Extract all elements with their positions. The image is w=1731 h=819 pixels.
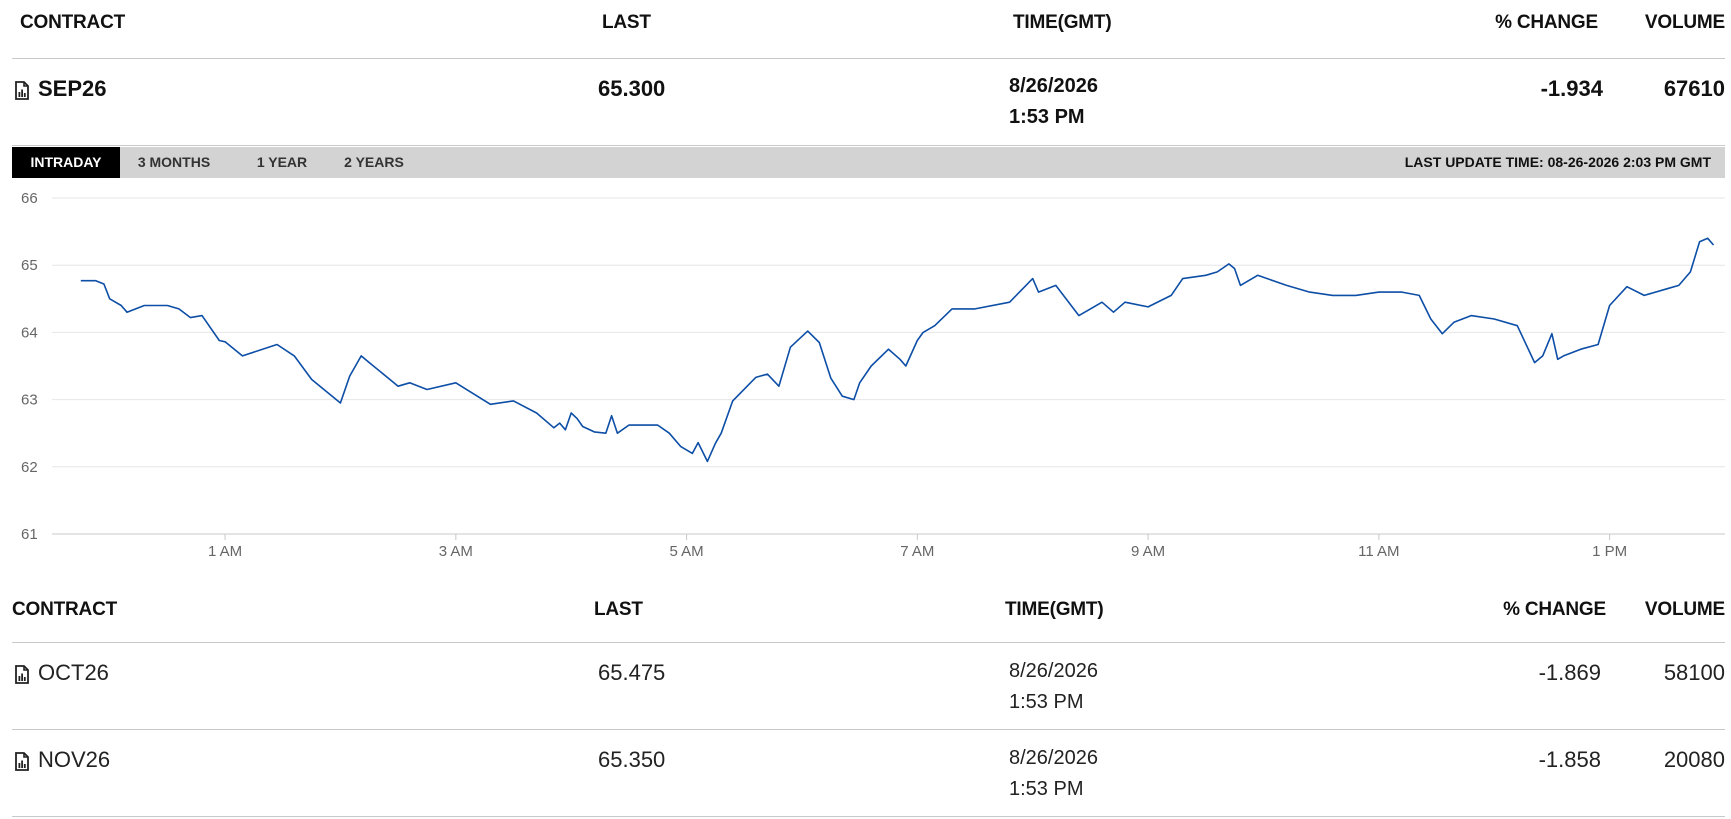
table-header-change: % CHANGE bbox=[1503, 599, 1606, 620]
main-contract-change: -1.934 bbox=[1540, 76, 1603, 101]
intraday-price-chart[interactable]: 61 62 63 64 65 66 1 AM 3 AM 5 AM 7 AM 9 AM 11 AM 1 P… bbox=[0, 178, 1731, 563]
tab-1-year[interactable]: 1 YEAR bbox=[256, 154, 308, 170]
document-chart-icon[interactable] bbox=[14, 752, 30, 771]
x-tick-label: 7 AM bbox=[900, 543, 934, 560]
row-time: 1:53 PM bbox=[1009, 778, 1084, 800]
main-contract-time: 1:53 PM bbox=[1009, 106, 1085, 128]
main-row-divider bbox=[12, 145, 1725, 146]
row-last: 65.350 bbox=[598, 747, 666, 772]
row-divider bbox=[12, 816, 1725, 817]
table-header-volume: VOLUME bbox=[1644, 599, 1725, 620]
price-series-line[interactable] bbox=[80, 237, 1715, 463]
x-tick-label: 1 PM bbox=[1592, 543, 1627, 560]
row-timestamp: 8/26/2026 1:53 PM bbox=[1009, 656, 1098, 718]
x-tick-label: 11 AM bbox=[1358, 543, 1399, 560]
document-chart-icon[interactable] bbox=[14, 81, 30, 100]
col-header-contract: CONTRACT bbox=[20, 12, 125, 33]
row-volume: 58100 bbox=[1663, 660, 1725, 685]
row-change: -1.858 bbox=[1538, 747, 1601, 772]
y-tick-label: 65 bbox=[21, 257, 38, 274]
row-date: 8/26/2026 bbox=[1009, 660, 1098, 682]
y-tick-label: 66 bbox=[21, 190, 38, 207]
chart-range-tabbar: INTRADAY 3 MONTHS 1 YEAR 2 YEARS LAST UP… bbox=[12, 147, 1725, 178]
row-time: 1:53 PM bbox=[1009, 691, 1084, 713]
row-contract-name[interactable]: OCT26 bbox=[38, 660, 109, 685]
main-contract-name[interactable]: SEP26 bbox=[38, 76, 107, 101]
tab-intraday[interactable]: INTRADAY bbox=[12, 147, 120, 178]
y-tick-label: 63 bbox=[21, 392, 38, 409]
y-tick-label: 61 bbox=[21, 526, 38, 543]
header-divider bbox=[12, 58, 1725, 59]
x-tick-label: 5 AM bbox=[669, 543, 703, 560]
main-contract-timestamp: 8/26/2026 1:53 PM bbox=[1009, 71, 1098, 133]
table-header-last: LAST bbox=[594, 599, 643, 620]
row-timestamp: 8/26/2026 1:53 PM bbox=[1009, 743, 1098, 805]
tab-2-years[interactable]: 2 YEARS bbox=[344, 154, 404, 170]
col-header-last: LAST bbox=[602, 12, 651, 33]
row-volume: 20080 bbox=[1663, 747, 1725, 772]
y-tick-label: 64 bbox=[21, 324, 38, 341]
table-header-contract: CONTRACT bbox=[12, 599, 117, 620]
col-header-change: % CHANGE bbox=[1495, 12, 1598, 33]
row-last: 65.475 bbox=[598, 660, 666, 685]
row-change: -1.869 bbox=[1538, 660, 1601, 685]
last-update-time: LAST UPDATE TIME: 08-26-2026 2:03 PM GMT bbox=[1404, 154, 1711, 170]
row-contract-name[interactable]: NOV26 bbox=[38, 747, 111, 772]
x-tick-label: 1 AM bbox=[208, 543, 242, 560]
x-tick-label: 9 AM bbox=[1131, 543, 1165, 560]
table-header-divider bbox=[12, 642, 1725, 643]
row-divider bbox=[12, 729, 1725, 730]
y-tick-label: 62 bbox=[21, 459, 38, 476]
tab-3-months[interactable]: 3 MONTHS bbox=[137, 154, 211, 170]
document-chart-icon[interactable] bbox=[14, 665, 30, 684]
col-header-time: TIME(GMT) bbox=[1013, 12, 1112, 33]
main-contract-last: 65.300 bbox=[598, 76, 666, 101]
x-tick-label: 3 AM bbox=[439, 543, 473, 560]
main-contract-volume: 67610 bbox=[1663, 76, 1725, 101]
main-contract-date: 8/26/2026 bbox=[1009, 75, 1098, 97]
row-date: 8/26/2026 bbox=[1009, 747, 1098, 769]
col-header-volume: VOLUME bbox=[1644, 12, 1725, 33]
table-header-time: TIME(GMT) bbox=[1005, 599, 1104, 620]
